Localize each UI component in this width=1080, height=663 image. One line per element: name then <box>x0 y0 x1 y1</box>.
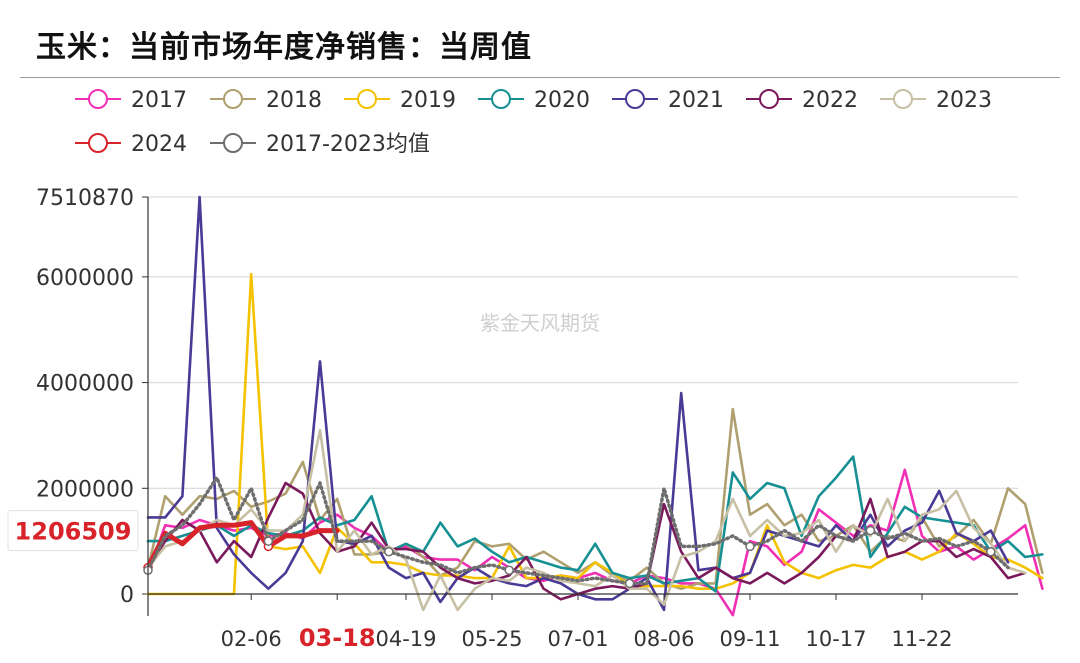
legend-label: 2023 <box>936 88 992 113</box>
legend-label: 2019 <box>400 88 456 113</box>
chart-legend: 2017 2018 2019 2020 2021 2022 2023 2024 2017-202… <box>75 88 992 157</box>
legend-label: 2020 <box>534 88 590 113</box>
series-point <box>745 541 755 552</box>
x-tick-label: 07-01 <box>547 627 608 651</box>
legend-swatch-marker <box>759 89 779 109</box>
y-tick-label: 6000000 <box>36 266 134 291</box>
legend-swatch-marker <box>223 89 243 109</box>
current-value-badge: 1206509 <box>7 510 139 552</box>
watermark: 紫金天风期货 <box>480 311 600 335</box>
y-tick-label: 4000000 <box>36 372 134 397</box>
legend-swatch-marker <box>893 89 913 109</box>
title-divider <box>20 77 1060 78</box>
series-point <box>865 525 876 536</box>
series-point <box>504 565 514 575</box>
legend-item: 2021 <box>612 88 724 113</box>
legend-item: 2020 <box>478 88 590 113</box>
legend-item: 2017-2023均值 <box>210 132 430 157</box>
y-tick-label: 2000000 <box>36 477 134 502</box>
legend-item: 2017 <box>75 88 187 113</box>
x-tick-label: 05-25 <box>461 627 522 651</box>
page-title: 玉米：当前市场年度净销售：当周值 <box>36 30 532 65</box>
y-tick-label: 7510870 <box>36 186 134 211</box>
legend-item: 2024 <box>75 132 187 157</box>
y-tick-label: 0 <box>120 583 134 608</box>
legend-item: 2022 <box>746 88 858 113</box>
legend-swatch-marker <box>88 89 108 109</box>
x-tick-label: 08-06 <box>633 627 694 651</box>
x-tick-label: 11-22 <box>891 627 952 651</box>
legend-swatch-marker <box>625 89 645 109</box>
x-tick-label: 10-17 <box>805 627 866 651</box>
legend-swatch-marker <box>491 89 511 109</box>
series-line-2020 <box>146 455 1044 593</box>
legend-swatch-marker <box>223 133 243 153</box>
legend-swatch-marker <box>357 89 377 109</box>
chart-series <box>143 195 1044 617</box>
legend-item: 2019 <box>344 88 456 113</box>
legend-label: 2024 <box>131 132 187 157</box>
x-tick-label: 03-18 <box>299 624 376 652</box>
series-point <box>263 536 274 546</box>
series-point <box>384 546 394 557</box>
legend-label: 2017-2023均值 <box>266 132 430 157</box>
legend-label: 2022 <box>802 88 858 113</box>
legend-label: 2021 <box>668 88 724 113</box>
series-point <box>986 546 996 557</box>
series-line-2022 <box>146 481 1027 601</box>
x-tick-label: 04-19 <box>375 627 436 651</box>
legend-label: 2017 <box>131 88 187 113</box>
series-line-2023 <box>146 428 1027 612</box>
chart-axes: 02-06 03-18 04-19 05-25 07-01 08-06 09-11 10-17… <box>147 197 1018 652</box>
x-tick-label: 09-11 <box>719 627 780 651</box>
legend-label: 2018 <box>266 88 322 113</box>
legend-item: 2018 <box>210 88 322 113</box>
current-value-label: 1206509 <box>15 518 132 546</box>
current-value-box <box>7 510 139 552</box>
legend-swatch-marker <box>88 133 108 153</box>
series-line-2017-2023均值 <box>146 475 1010 586</box>
series-point <box>624 578 635 589</box>
legend-item: 2023 <box>880 88 992 113</box>
series-line-2024 <box>145 520 340 571</box>
x-tick-label: 02-06 <box>221 627 282 651</box>
